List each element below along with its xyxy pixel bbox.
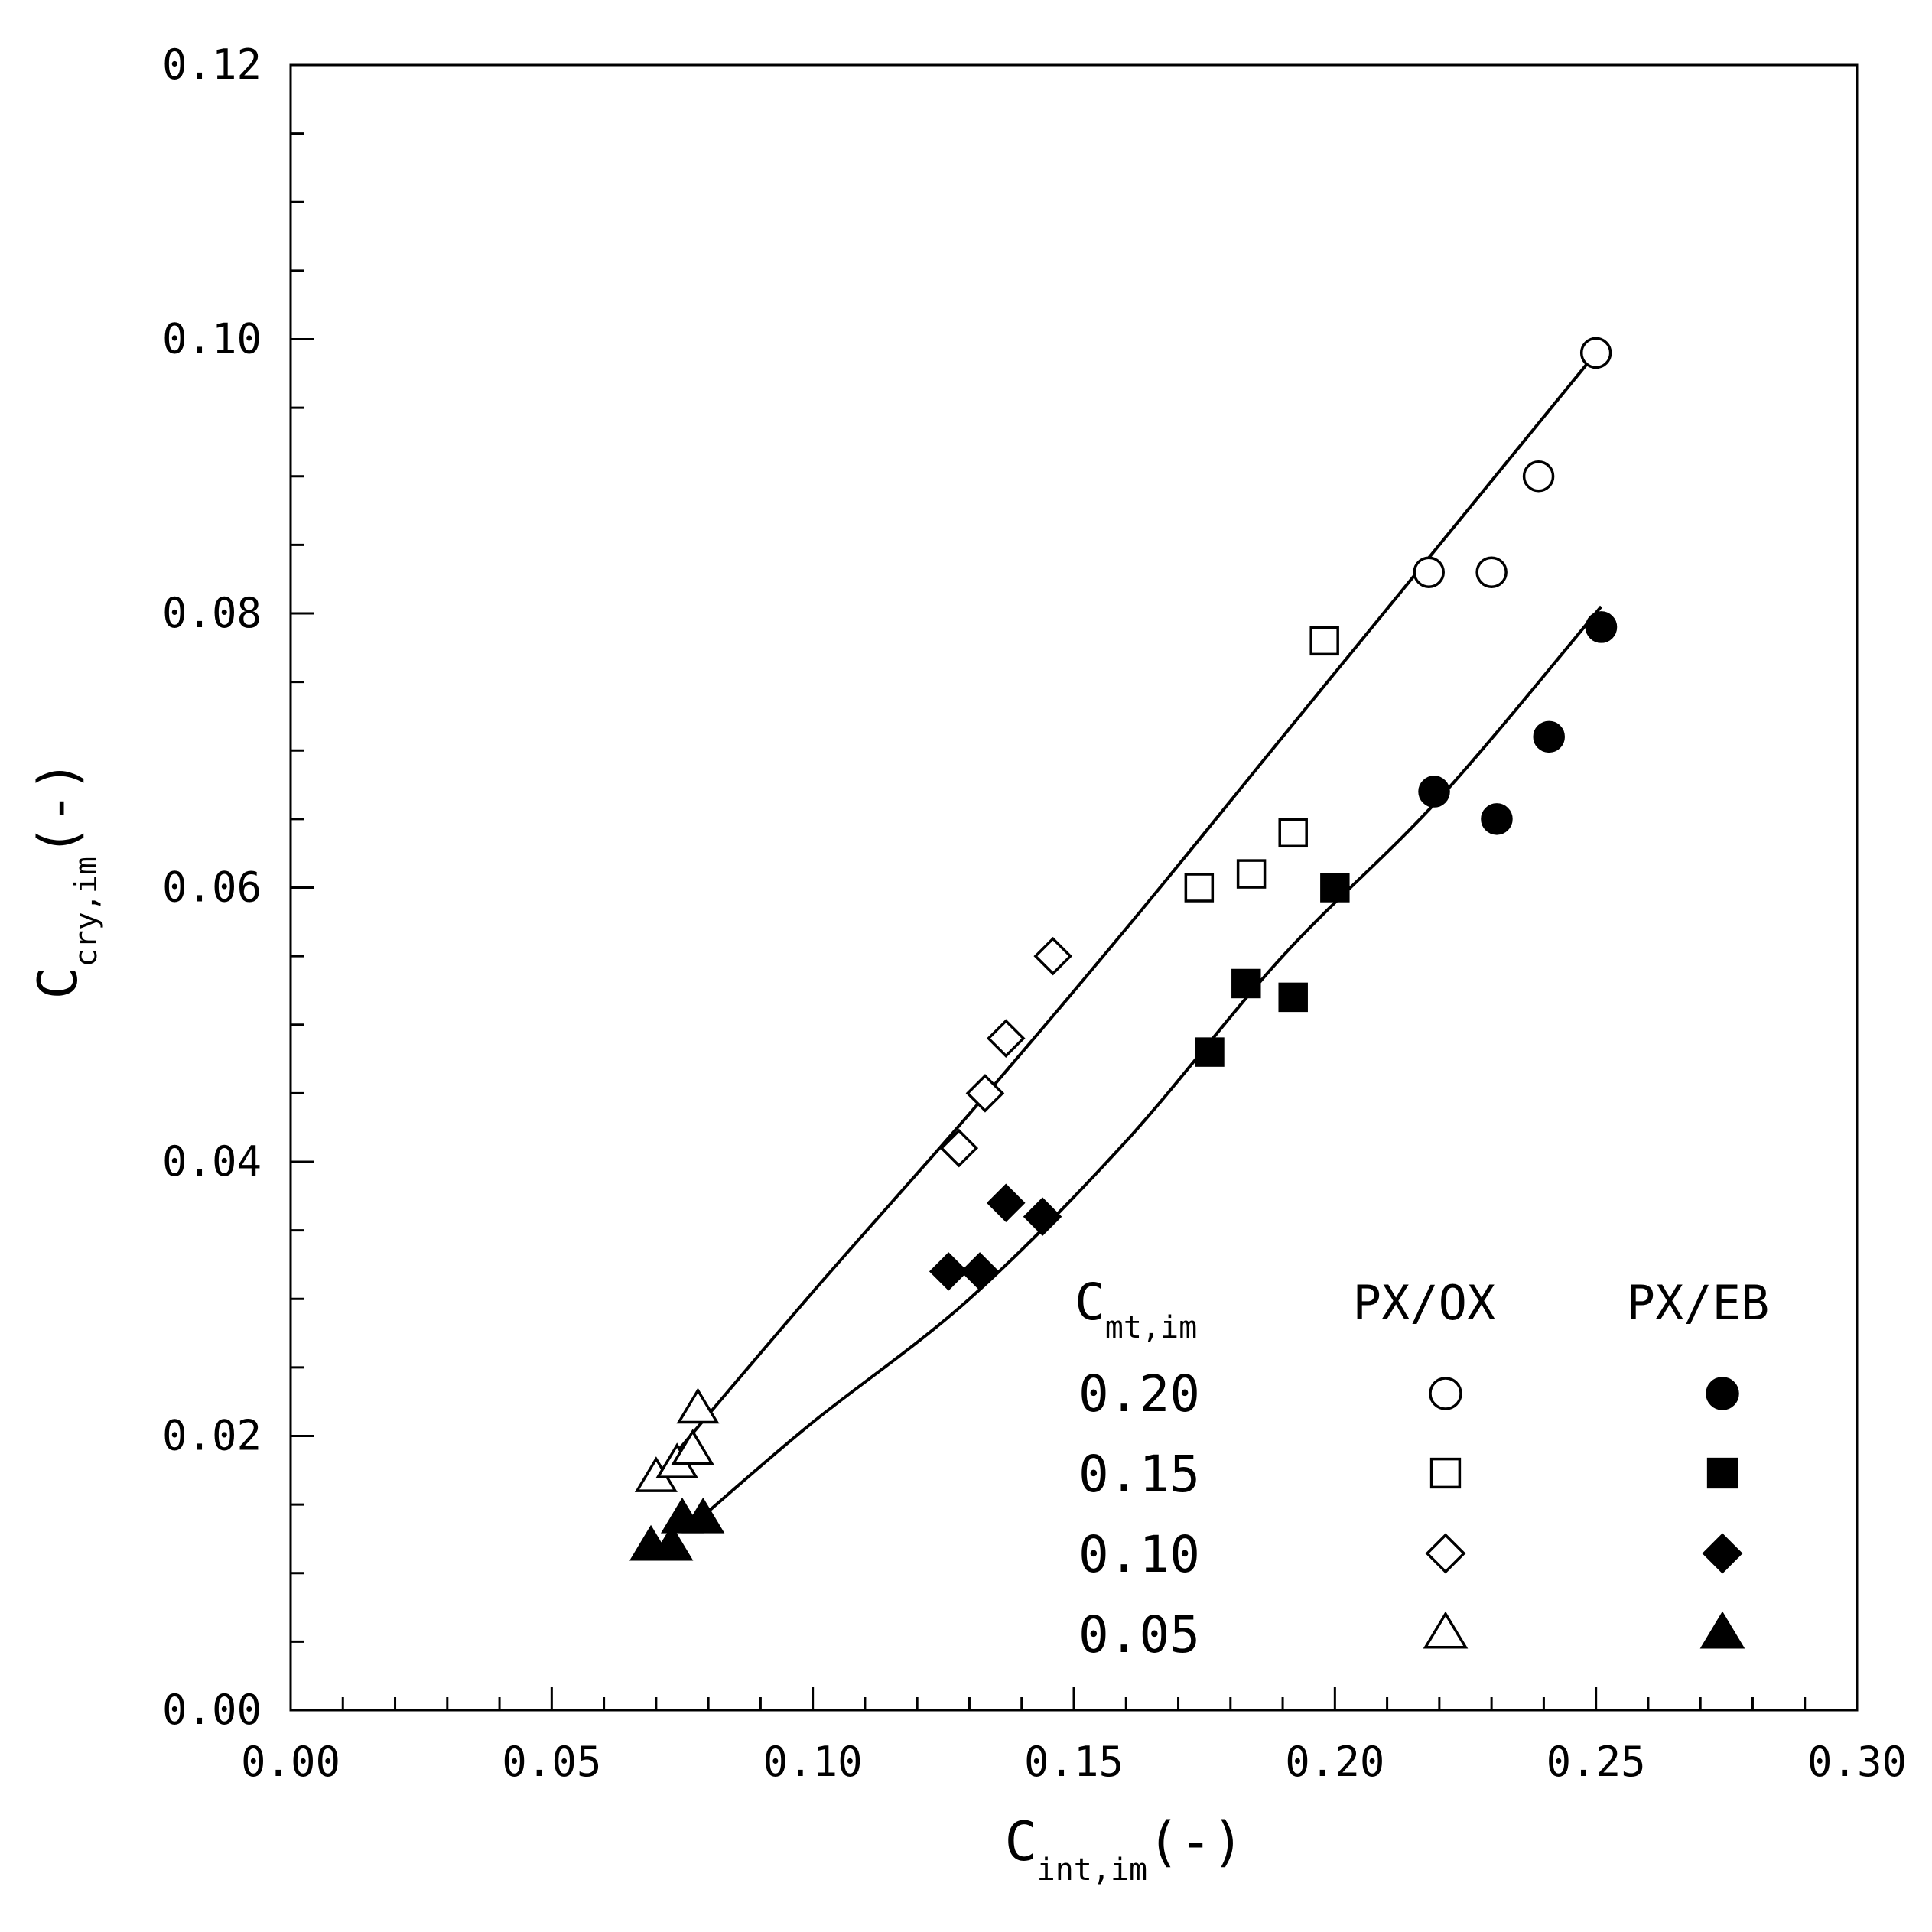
data-point xyxy=(1418,776,1450,808)
legend-marker-pxeb xyxy=(1699,1611,1745,1649)
data-point xyxy=(1184,873,1215,903)
legend-marker-pxox xyxy=(1429,1377,1462,1410)
data-point xyxy=(986,1019,1026,1058)
legend-label-0.15: 0.15 xyxy=(1078,1445,1200,1504)
data-point xyxy=(1023,1197,1062,1236)
data-point xyxy=(1533,720,1565,753)
data-point xyxy=(1278,818,1308,848)
y-tick-label: 0.08 xyxy=(162,589,262,637)
legend-marker-pxox xyxy=(1425,1533,1466,1574)
data-point xyxy=(929,1252,968,1291)
data-point xyxy=(1413,556,1445,588)
legend-marker-pxox xyxy=(1429,1457,1462,1489)
data-point xyxy=(650,1524,694,1561)
data-point xyxy=(1231,968,1261,999)
y-tick-label: 0.06 xyxy=(162,864,262,912)
data-point xyxy=(681,1497,725,1534)
legend-header-pxeb: PX/EB xyxy=(1627,1275,1770,1331)
data-point xyxy=(1195,1037,1225,1067)
y-axis-title: Ccry,im(-) xyxy=(27,759,104,999)
x-axis-title-sub: int,im xyxy=(1037,1852,1148,1888)
x-axis-title-suffix: (-) xyxy=(1147,1810,1244,1873)
y-tick-label: 0.04 xyxy=(162,1137,262,1186)
x-tick-label: 0.30 xyxy=(1807,1738,1907,1786)
data-point xyxy=(671,1429,714,1465)
data-point xyxy=(1579,337,1612,369)
x-tick-label: 0.00 xyxy=(241,1738,340,1786)
data-point xyxy=(986,1183,1026,1223)
data-point xyxy=(965,1074,1005,1113)
data-point xyxy=(1309,626,1339,656)
y-tick-label: 0.12 xyxy=(162,41,262,89)
data-point xyxy=(1320,873,1350,903)
axis-ticks: 0.00 0.05 0.10 0.15 0.20 0.25 0.30 0.00 0.02 0.04… xyxy=(162,41,1907,1786)
y-tick-label: 0.00 xyxy=(162,1686,262,1734)
plot-frame xyxy=(289,63,1859,1712)
x-axis-title: Cint,im(-) xyxy=(1004,1810,1244,1888)
legend-marker-pxeb xyxy=(1706,1377,1739,1410)
data-point xyxy=(1236,859,1267,889)
x-axis-title-main: C xyxy=(1004,1810,1036,1873)
data-point xyxy=(1278,982,1308,1013)
data-point xyxy=(1585,611,1618,643)
data-point xyxy=(1475,556,1508,588)
y-axis-title-sub: cry,im xyxy=(69,857,104,968)
legend-header-cmt-main: C xyxy=(1075,1273,1105,1332)
legend-marker-pxox xyxy=(1423,1611,1469,1649)
y-tick-label: 0.10 xyxy=(162,315,262,363)
fit-line xyxy=(660,352,1598,1472)
legend-header-cmt: Cmt,im xyxy=(1075,1273,1197,1345)
legend-header-pxox: PX/OX xyxy=(1353,1275,1496,1331)
data-point xyxy=(1481,803,1513,835)
legend-markers xyxy=(1423,1377,1745,1649)
data-points xyxy=(629,337,1618,1561)
legend-marker-pxeb xyxy=(1702,1533,1743,1574)
x-tick-label: 0.25 xyxy=(1547,1738,1646,1786)
data-point xyxy=(676,1387,720,1424)
legend: Cmt,im PX/OX PX/EB 0.20 0.15 0.10 0.05 xyxy=(1075,1273,1769,1664)
legend-header-cmt-sub: mt,im xyxy=(1105,1310,1197,1345)
legend-label-0.20: 0.20 xyxy=(1078,1364,1200,1423)
x-tick-label: 0.10 xyxy=(763,1738,863,1786)
legend-label-0.05: 0.05 xyxy=(1078,1605,1200,1664)
x-tick-label: 0.15 xyxy=(1024,1738,1124,1786)
y-axis-title-main: C xyxy=(27,967,89,999)
y-tick-label: 0.02 xyxy=(162,1412,262,1460)
data-point xyxy=(960,1252,1000,1291)
data-point xyxy=(1033,936,1072,976)
x-tick-label: 0.05 xyxy=(502,1738,601,1786)
legend-marker-pxeb xyxy=(1706,1457,1738,1489)
x-tick-label: 0.20 xyxy=(1285,1738,1384,1786)
data-point xyxy=(1522,460,1555,493)
data-point xyxy=(939,1128,979,1168)
legend-label-0.10: 0.10 xyxy=(1078,1525,1200,1584)
y-axis-title-suffix: (-) xyxy=(27,759,89,856)
